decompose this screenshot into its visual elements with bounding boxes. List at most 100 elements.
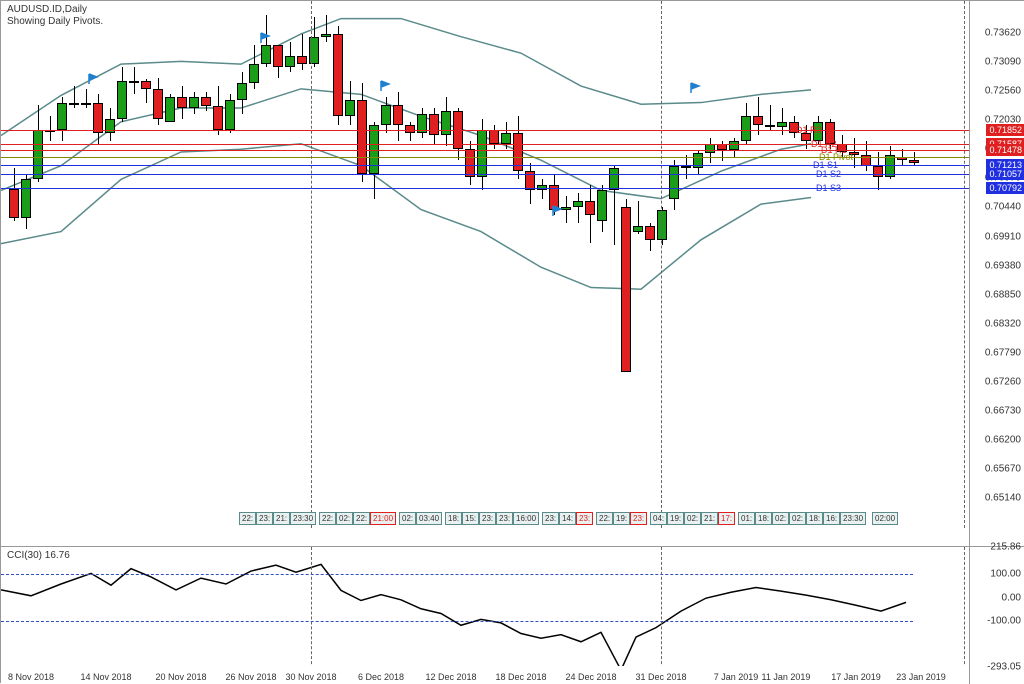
pivot-line [1, 130, 969, 131]
cci-svg [1, 547, 969, 684]
price-ytick: 0.66200 [985, 435, 1021, 446]
candle-body [189, 97, 199, 108]
flag-icon [551, 205, 563, 217]
candle-body [177, 97, 187, 108]
bar-timestamp: 02: [772, 512, 789, 525]
candle-body [393, 105, 403, 124]
candle-body [681, 166, 691, 169]
cci-ytick: 0.00 [1002, 592, 1021, 603]
candle-body [297, 56, 307, 64]
price-ytick: 0.65140 [985, 493, 1021, 504]
price-ytick: 0.68850 [985, 289, 1021, 300]
candle-body [9, 189, 19, 218]
candle-body [237, 83, 247, 99]
bar-timestamp: 23:30 [840, 512, 866, 525]
price-ytick: 0.67790 [985, 347, 1021, 358]
candle-body [765, 125, 775, 128]
candle-body [369, 125, 379, 174]
cci-ytick: -100.00 [987, 616, 1021, 627]
candle-body [477, 130, 487, 177]
cci-line [1, 564, 906, 670]
cci-indicator-panel[interactable]: 215.86100.000.00-100.00-293.05 CCI(30) 1… [1, 546, 1024, 684]
bar-timestamp: 21: [701, 512, 718, 525]
bar-timestamp: 02: [789, 512, 806, 525]
pivot-label: D1 S3 [816, 183, 841, 193]
flag-icon [689, 82, 701, 94]
bar-timestamp: 16: [823, 512, 840, 525]
main-price-chart[interactable]: D1 R3D1 R2D1 R1D1 PivotD1 S1D1 S2D1 S3 2… [1, 1, 1024, 546]
price-ytick: 0.73090 [985, 56, 1021, 67]
date-xtick: 6 Dec 2018 [358, 672, 404, 682]
price-ytick: 0.68320 [985, 318, 1021, 329]
cci-ytick: -293.05 [987, 662, 1021, 673]
period-separator [311, 1, 312, 528]
candle-body [165, 97, 175, 122]
candle-body [597, 190, 607, 220]
candle-body [441, 111, 451, 136]
bar-timestamp: 23: [479, 512, 496, 525]
candle-wick [566, 196, 567, 223]
candle-body [645, 226, 655, 240]
candle-body [225, 100, 235, 130]
date-xtick: 20 Nov 2018 [155, 672, 206, 682]
candle-body [753, 116, 763, 124]
period-separator [311, 547, 312, 684]
date-xtick: 14 Nov 2018 [80, 672, 131, 682]
candle-body [585, 201, 595, 215]
candle-wick [578, 193, 579, 223]
title-subtitle: Showing Daily Pivots. [7, 16, 103, 28]
candle-wick [326, 15, 327, 42]
bar-timestamp: 23: [542, 512, 559, 525]
candle-body [429, 114, 439, 136]
chart-container: D1 R3D1 R2D1 R1D1 PivotD1 S1D1 S2D1 S3 2… [0, 0, 1024, 683]
candle-body [69, 103, 79, 106]
bar-timestamp: 02:00 [872, 512, 898, 525]
bar-timestamp: 23:30 [290, 512, 316, 525]
bar-timestamp: 17: [718, 512, 735, 525]
candle-body [33, 130, 43, 179]
cci-title: CCI(30) 16.76 [7, 550, 70, 561]
price-ytick: 0.65670 [985, 464, 1021, 475]
title-symbol: AUDUSD.ID,Daily [7, 4, 103, 16]
price-ytick: 0.67260 [985, 376, 1021, 387]
bar-timestamp: 22: [239, 512, 256, 525]
candle-body [93, 103, 103, 133]
date-xtick: 26 Nov 2018 [225, 672, 276, 682]
price-ytick: 0.66730 [985, 406, 1021, 417]
candle-body [573, 201, 583, 206]
candle-body [405, 125, 415, 133]
main-plot-area[interactable]: D1 R3D1 R2D1 R1D1 PivotD1 S1D1 S2D1 S3 2… [1, 1, 969, 528]
bar-timestamp: 18: [755, 512, 772, 525]
bar-timestamp: 23: [630, 512, 647, 525]
cci-plot-area[interactable] [1, 547, 969, 684]
bar-timestamp: 15: [462, 512, 479, 525]
candle-wick [302, 34, 303, 70]
candle-body [249, 64, 259, 83]
candle-body [117, 81, 127, 119]
candle-body [489, 130, 499, 144]
candle-body [633, 226, 643, 231]
candle-body [621, 207, 631, 372]
candle-body [609, 168, 619, 190]
period-separator [661, 1, 662, 528]
candle-wick [50, 116, 51, 141]
candle-body [729, 141, 739, 150]
candle-body [57, 103, 67, 130]
bar-timestamp: 23: [496, 512, 513, 525]
bar-timestamp: 23: [256, 512, 273, 525]
date-xtick: 17 Jan 2019 [831, 672, 881, 682]
bar-timestamp: 02: [399, 512, 416, 525]
price-ytick: 0.73620 [985, 27, 1021, 38]
cci-ytick: 100.00 [990, 569, 1021, 580]
bar-timestamp: 18: [445, 512, 462, 525]
flag-icon [259, 32, 271, 44]
flag-icon [87, 73, 99, 85]
candle-body [501, 133, 511, 144]
price-ytick: 0.69910 [985, 231, 1021, 242]
period-separator [964, 1, 965, 528]
candle-body [465, 149, 475, 176]
cci-threshold-line [1, 574, 913, 575]
bar-timestamp: 18: [806, 512, 823, 525]
bar-timestamp: 19: [667, 512, 684, 525]
candle-wick [914, 152, 915, 166]
